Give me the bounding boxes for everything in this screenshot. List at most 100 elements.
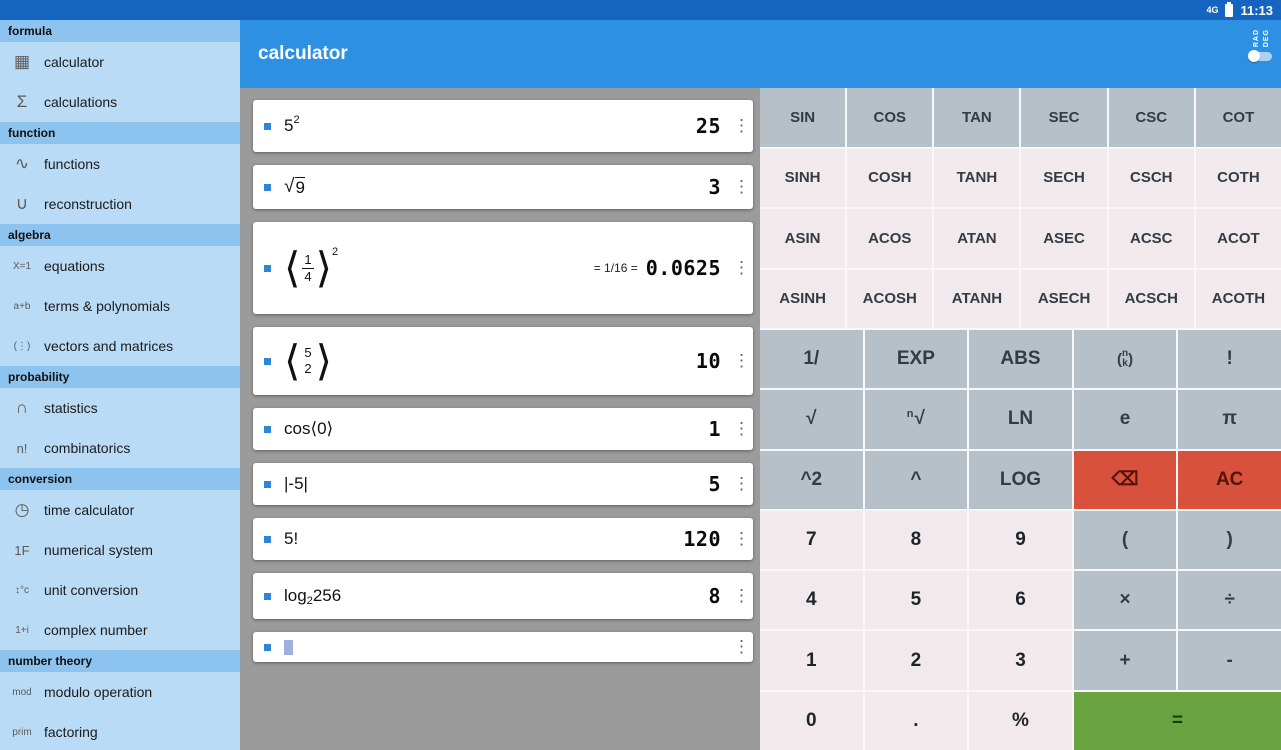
key-7[interactable]: 7 — [760, 510, 863, 570]
key-square-root[interactable]: √ — [760, 390, 863, 449]
overflow-menu-icon[interactable]: ⋮ — [733, 177, 750, 196]
key-1[interactable]: 1 — [760, 631, 863, 690]
key-subtract[interactable]: - — [1178, 631, 1281, 690]
key-6[interactable]: 6 — [969, 571, 1072, 630]
history-card[interactable]: ⟨ 5 2 ⟩ 10 ⋮ — [253, 327, 753, 395]
key-acot[interactable]: ACOT — [1195, 209, 1281, 268]
sidebar-item-statistics[interactable]: ∩ statistics — [0, 388, 240, 428]
sidebar-item-combinatorics[interactable]: n! combinatorics — [0, 428, 240, 468]
sidebar-item-calculator[interactable]: ▦ calculator — [0, 42, 240, 82]
key-csch[interactable]: CSCH — [1108, 148, 1194, 207]
key-exp[interactable]: EXP — [864, 330, 968, 389]
key-8[interactable]: 8 — [864, 510, 968, 570]
sidebar-item-time-calculator[interactable]: ◷ time calculator — [0, 490, 240, 530]
key-reciprocal[interactable]: 1/ — [760, 330, 863, 389]
key-sec[interactable]: SEC — [1021, 88, 1107, 147]
key-asech[interactable]: ASECH — [1021, 269, 1107, 328]
key-tan[interactable]: TAN — [934, 88, 1020, 147]
key-coth[interactable]: COTH — [1195, 148, 1281, 207]
key-binomial-coefficient[interactable]: (n k) — [1073, 330, 1177, 389]
history-card[interactable]: ⋮ — [253, 632, 753, 662]
sidebar-item-functions[interactable]: ∿ functions — [0, 144, 240, 184]
key-acosh[interactable]: ACOSH — [847, 269, 933, 328]
sidebar-item-numerical-system[interactable]: 1F numerical system — [0, 530, 240, 570]
overflow-menu-icon[interactable]: ⋮ — [733, 586, 750, 605]
sidebar-item-reconstruction[interactable]: ∪ reconstruction — [0, 184, 240, 224]
key-5[interactable]: 5 — [864, 571, 968, 630]
key-sin[interactable]: SIN — [760, 88, 846, 147]
key-percent[interactable]: % — [969, 691, 1072, 750]
history-card[interactable]: ⟨ 1 4 ⟩ 2 = 1/16 = 0.0625 ⋮ — [253, 222, 753, 314]
history-card[interactable]: |-5| 5 ⋮ — [253, 463, 753, 505]
key-add[interactable]: + — [1073, 631, 1177, 690]
key-multiply[interactable]: × — [1073, 571, 1177, 630]
rad-deg-toggle[interactable] — [1248, 50, 1272, 63]
key-sech[interactable]: SECH — [1021, 148, 1107, 207]
key-square[interactable]: ^2 — [760, 450, 863, 509]
sidebar-section-header-probability: probability — [0, 366, 240, 388]
key-0[interactable]: 0 — [760, 691, 863, 750]
key-cot[interactable]: COT — [1195, 88, 1281, 147]
key-asec[interactable]: ASEC — [1021, 209, 1107, 268]
sidebar-item-complex-number[interactable]: 1+i complex number — [0, 610, 240, 650]
key-atan[interactable]: ATAN — [934, 209, 1020, 268]
sidebar-item-vectors-and-matrices[interactable]: (⋮) vectors and matrices — [0, 326, 240, 366]
overflow-menu-icon[interactable]: ⋮ — [733, 258, 750, 277]
history-card[interactable]: 5! 120 ⋮ — [253, 518, 753, 560]
deg-label: DEG — [1262, 29, 1270, 48]
sidebar-item-equations[interactable]: X=1 equations — [0, 246, 240, 286]
key-9[interactable]: 9 — [969, 510, 1072, 570]
overflow-menu-icon[interactable]: ⋮ — [733, 637, 750, 656]
key-backspace[interactable]: ⌫ — [1073, 450, 1177, 509]
key-close-paren[interactable]: ) — [1178, 510, 1281, 570]
key-cosh[interactable]: COSH — [847, 148, 933, 207]
key-asin[interactable]: ASIN — [760, 209, 846, 268]
page-title: calculator — [258, 43, 348, 64]
overflow-menu-icon[interactable]: ⋮ — [733, 116, 750, 135]
key-2[interactable]: 2 — [864, 631, 968, 690]
history-card[interactable]: 5 2 25 ⋮ — [253, 100, 753, 152]
key-csc[interactable]: CSC — [1108, 88, 1194, 147]
keypad: SIN COS TAN SEC CSC COT SINH COSH TANH SECH CSCH CO… — [760, 88, 1281, 750]
key-abs[interactable]: ABS — [969, 330, 1072, 389]
key-ln[interactable]: LN — [969, 390, 1072, 449]
key-e[interactable]: e — [1073, 390, 1177, 449]
key-cos[interactable]: COS — [847, 88, 933, 147]
key-acsch[interactable]: ACSCH — [1108, 269, 1194, 328]
key-acoth[interactable]: ACOTH — [1195, 269, 1281, 328]
overflow-menu-icon[interactable]: ⋮ — [733, 419, 750, 438]
sidebar-item-terms-polynomials[interactable]: a+b terms & polynomials — [0, 286, 240, 326]
overflow-menu-icon[interactable]: ⋮ — [733, 474, 750, 493]
key-open-paren[interactable]: ( — [1073, 510, 1177, 570]
history-card[interactable]: log 2 256 8 ⋮ — [253, 573, 753, 619]
key-log[interactable]: LOG — [969, 450, 1072, 509]
key-acos[interactable]: ACOS — [847, 209, 933, 268]
key-power[interactable]: ^ — [864, 450, 968, 509]
key-equals[interactable]: = — [1073, 691, 1281, 750]
overflow-menu-icon[interactable]: ⋮ — [733, 351, 750, 370]
key-4[interactable]: 4 — [760, 571, 863, 630]
status-bar: 4G 11:13 — [0, 0, 1281, 20]
key-tanh[interactable]: TANH — [934, 148, 1020, 207]
key-decimal-point[interactable]: . — [864, 691, 968, 750]
overflow-menu-icon[interactable]: ⋮ — [733, 529, 750, 548]
key-sinh[interactable]: SINH — [760, 148, 846, 207]
key-all-clear[interactable]: AC — [1178, 450, 1281, 509]
sidebar-item-factoring[interactable]: prim factoring — [0, 712, 240, 750]
key-divide[interactable]: ÷ — [1178, 571, 1281, 630]
key-acsc[interactable]: ACSC — [1108, 209, 1194, 268]
history-card[interactable]: cos⟨0⟩ 1 ⋮ — [253, 408, 753, 450]
text-cursor — [284, 639, 293, 655]
angle-mode-widget: RAD DEG — [1248, 29, 1272, 63]
sidebar-item-unit-conversion[interactable]: ↕°c unit conversion — [0, 570, 240, 610]
key-3[interactable]: 3 — [969, 631, 1072, 690]
sidebar-item-modulo-operation[interactable]: mod modulo operation — [0, 672, 240, 712]
key-factorial[interactable]: ! — [1178, 330, 1281, 389]
key-pi[interactable]: π — [1178, 390, 1281, 449]
key-nth-root[interactable]: n √ — [864, 390, 968, 449]
key-atanh[interactable]: ATANH — [934, 269, 1020, 328]
key-asinh[interactable]: ASINH — [760, 269, 846, 328]
bullet-icon — [264, 480, 271, 488]
history-card[interactable]: √ 9 3 ⋮ — [253, 165, 753, 209]
